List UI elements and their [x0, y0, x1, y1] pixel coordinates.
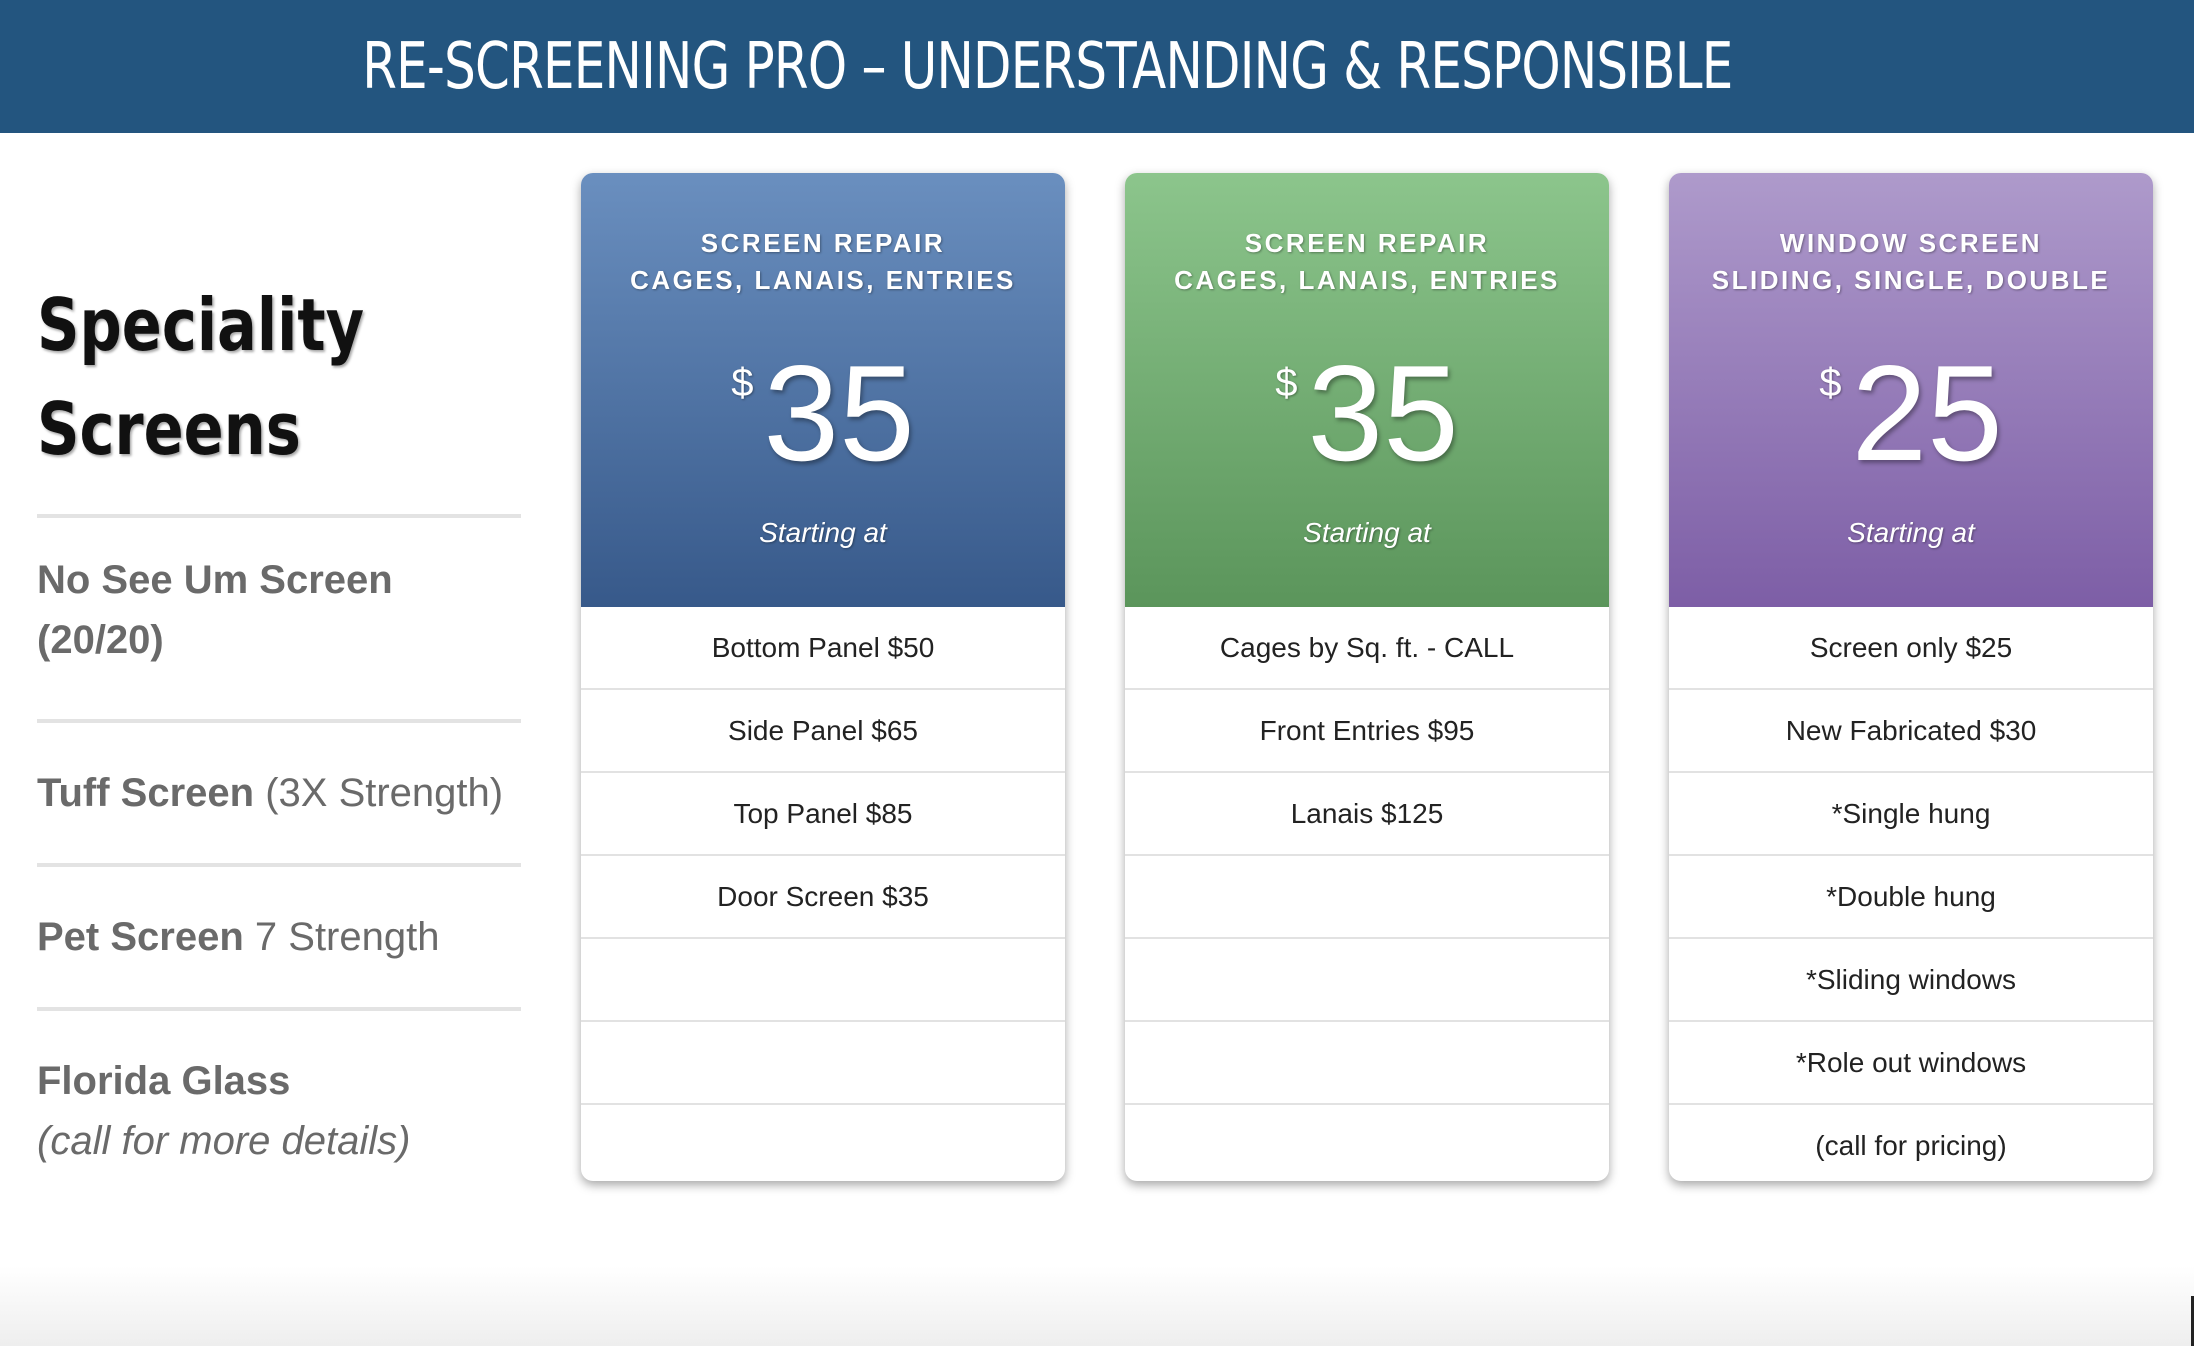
speciality-title-2: Screens	[37, 377, 434, 481]
speciality-title: Speciality	[37, 273, 434, 377]
price-amount: 35	[1307, 337, 1459, 489]
pricing-card-subtitle-line1: SCREEN REPAIR	[700, 228, 946, 258]
pricing-row: Lanais $125	[1125, 773, 1609, 856]
pricing-card-subtitle: SCREEN REPAIR CAGES, LANAIS, ENTRIES	[1125, 225, 1609, 299]
pricing-card-screen-repair-blue: SCREEN REPAIR CAGES, LANAIS, ENTRIES $35…	[581, 173, 1065, 1181]
pricing-row: Bottom Panel $50	[581, 607, 1065, 690]
pricing-row	[1125, 1022, 1609, 1105]
spec-item-florida-glass: Florida Glass (call for more details)	[37, 1051, 521, 1171]
currency-symbol: $	[1275, 361, 1298, 405]
starting-at-label: Starting at	[759, 517, 887, 548]
pricing-card-rows: Cages by Sq. ft. - CALL Front Entries $9…	[1125, 607, 1609, 1181]
pricing-row: Side Panel $65	[581, 690, 1065, 773]
spec-item-detail: (call for more details)	[37, 1119, 411, 1163]
price-amount: 35	[763, 337, 915, 489]
starting-at-label: Starting at	[1303, 517, 1431, 548]
pricing-row: (call for pricing)	[1815, 1129, 2007, 1161]
pricing-card-subtitle-line2: CAGES, LANAIS, ENTRIES	[1174, 265, 1560, 295]
currency-symbol: $	[1819, 361, 1842, 405]
spec-item-name: No See Um Screen	[37, 558, 393, 602]
pricing-card-price: $35	[1125, 333, 1609, 493]
speciality-title-line2: Screens	[37, 387, 301, 471]
pricing-card-rows: Screen only $25 New Fabricated $30 *Sing…	[1669, 607, 2153, 1181]
pricing-card-subtitle: WINDOW SCREEN SLIDING, SINGLE, DOUBLE	[1669, 225, 2153, 299]
spec-item-detail: 7 Strength	[254, 915, 440, 959]
pricing-row	[1125, 939, 1609, 1022]
pricing-row: Top Panel $85	[581, 773, 1065, 856]
pricing-card-subtitle-line2: SLIDING, SINGLE, DOUBLE	[1711, 265, 2111, 295]
page-bottom-fade	[0, 1266, 2194, 1346]
speciality-title-line1: Speciality	[37, 283, 365, 367]
pricing-card-header: WINDOW SCREEN SLIDING, SINGLE, DOUBLE $2…	[1669, 173, 2153, 607]
pricing-card-screen-repair-green: SCREEN REPAIR CAGES, LANAIS, ENTRIES $35…	[1125, 173, 1609, 1181]
header-bar: RE-SCREENING PRO – UNDERSTANDING & RESPO…	[0, 0, 2194, 133]
spec-item-tuff-screen: Tuff Screen (3X Strength)	[37, 763, 521, 823]
pricing-row: Screen only $25	[1669, 607, 2153, 690]
page-title: RE-SCREENING PRO – UNDERSTANDING & RESPO…	[361, 29, 1733, 104]
scrollbar-edge[interactable]	[2191, 1296, 2194, 1346]
pricing-row: Cages by Sq. ft. - CALL	[1125, 607, 1609, 690]
pricing-row: *Role out windows	[1669, 1022, 2153, 1105]
pricing-card-rows: Bottom Panel $50 Side Panel $65 Top Pane…	[581, 607, 1065, 1181]
currency-symbol: $	[731, 361, 754, 405]
spec-item-detail: (3X Strength)	[265, 771, 504, 815]
pricing-card-subtitle: SCREEN REPAIR CAGES, LANAIS, ENTRIES	[581, 225, 1065, 299]
divider	[37, 514, 521, 518]
pricing-row: New Fabricated $30	[1669, 690, 2153, 773]
pricing-card-subtitle-line2: CAGES, LANAIS, ENTRIES	[630, 265, 1016, 295]
pricing-row	[581, 1105, 1065, 1181]
pricing-row: *Sliding windows	[1669, 939, 2153, 1022]
pricing-card-header: SCREEN REPAIR CAGES, LANAIS, ENTRIES $35…	[581, 173, 1065, 607]
divider	[37, 1007, 521, 1011]
spec-item-pet-screen: Pet Screen 7 Strength	[37, 907, 521, 967]
pricing-card-header: SCREEN REPAIR CAGES, LANAIS, ENTRIES $35…	[1125, 173, 1609, 607]
divider	[37, 719, 521, 723]
pricing-row	[1125, 856, 1609, 939]
pricing-card-price: $35	[581, 333, 1065, 493]
spec-item-detail: (20/20)	[37, 618, 164, 662]
spec-item-no-see-um: No See Um Screen (20/20)	[37, 550, 521, 670]
starting-at-label: Starting at	[1847, 517, 1975, 548]
pricing-row	[581, 939, 1065, 1022]
pricing-row: *Double hung	[1669, 856, 2153, 939]
pricing-card-price: $25	[1669, 333, 2153, 493]
pricing-card-subtitle-line1: SCREEN REPAIR	[1244, 228, 1490, 258]
spec-item-name: Tuff Screen	[37, 771, 255, 815]
pricing-row	[581, 1022, 1065, 1105]
spec-item-name: Pet Screen	[37, 915, 244, 959]
pricing-row: *Single hung	[1669, 773, 2153, 856]
pricing-card-window-screen-purple: WINDOW SCREEN SLIDING, SINGLE, DOUBLE $2…	[1669, 173, 2153, 1181]
pricing-card-subtitle-line1: WINDOW SCREEN	[1779, 228, 2043, 258]
price-amount: 25	[1851, 337, 2003, 489]
spec-item-name: Florida Glass	[37, 1059, 291, 1103]
pricing-row	[1125, 1105, 1609, 1181]
pricing-row: Front Entries $95	[1125, 690, 1609, 773]
divider	[37, 863, 521, 867]
pricing-row: Door Screen $35	[581, 856, 1065, 939]
